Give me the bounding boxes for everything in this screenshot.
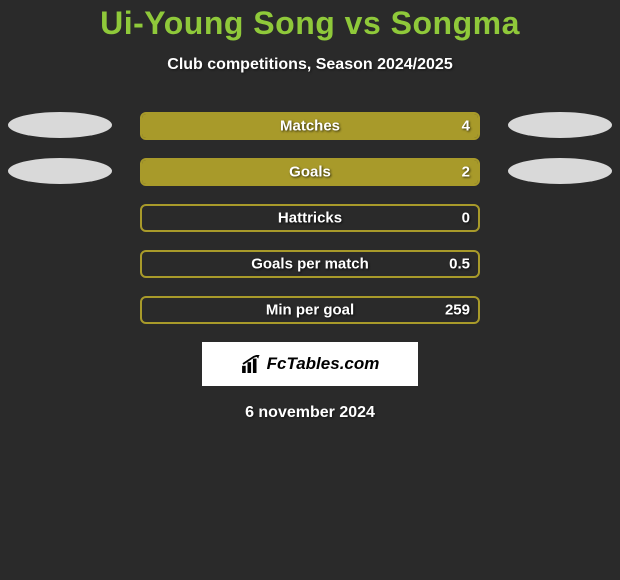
stat-label: Goals — [289, 164, 331, 181]
logo-text: FcTables.com — [267, 354, 380, 374]
fctables-logo-icon — [241, 355, 263, 373]
stat-label: Hattricks — [278, 210, 342, 227]
stat-bar: Min per goal 259 — [140, 296, 480, 324]
stat-label: Goals per match — [251, 256, 369, 273]
comparison-widget: Ui-Young Song vs Songma Club competition… — [0, 0, 620, 422]
stat-bar: Hattricks 0 — [140, 204, 480, 232]
stat-value: 2 — [462, 164, 470, 181]
stat-value: 0 — [462, 210, 470, 227]
stat-row: Matches 4 — [0, 112, 620, 140]
stat-label: Min per goal — [266, 302, 354, 319]
stat-row: Hattricks 0 — [0, 204, 620, 232]
player-right-ellipse — [508, 112, 612, 138]
stat-row: Goals per match 0.5 — [0, 250, 620, 278]
page-title: Ui-Young Song vs Songma — [0, 5, 620, 42]
stat-row: Min per goal 259 — [0, 296, 620, 324]
stat-bar: Matches 4 — [140, 112, 480, 140]
player-right-ellipse — [508, 158, 612, 184]
stat-bar: Goals 2 — [140, 158, 480, 186]
stat-value: 0.5 — [449, 256, 470, 273]
stat-label: Matches — [280, 118, 340, 135]
logo-box[interactable]: FcTables.com — [202, 342, 418, 386]
date-label: 6 november 2024 — [0, 404, 620, 422]
stat-value: 4 — [462, 118, 470, 135]
stat-rows: Matches 4 Goals 2 Hattricks 0 Goals per match 0… — [0, 112, 620, 324]
subtitle: Club competitions, Season 2024/2025 — [0, 56, 620, 74]
player-left-ellipse — [8, 158, 112, 184]
stat-value: 259 — [445, 302, 470, 319]
player-left-ellipse — [8, 112, 112, 138]
stat-bar: Goals per match 0.5 — [140, 250, 480, 278]
stat-row: Goals 2 — [0, 158, 620, 186]
